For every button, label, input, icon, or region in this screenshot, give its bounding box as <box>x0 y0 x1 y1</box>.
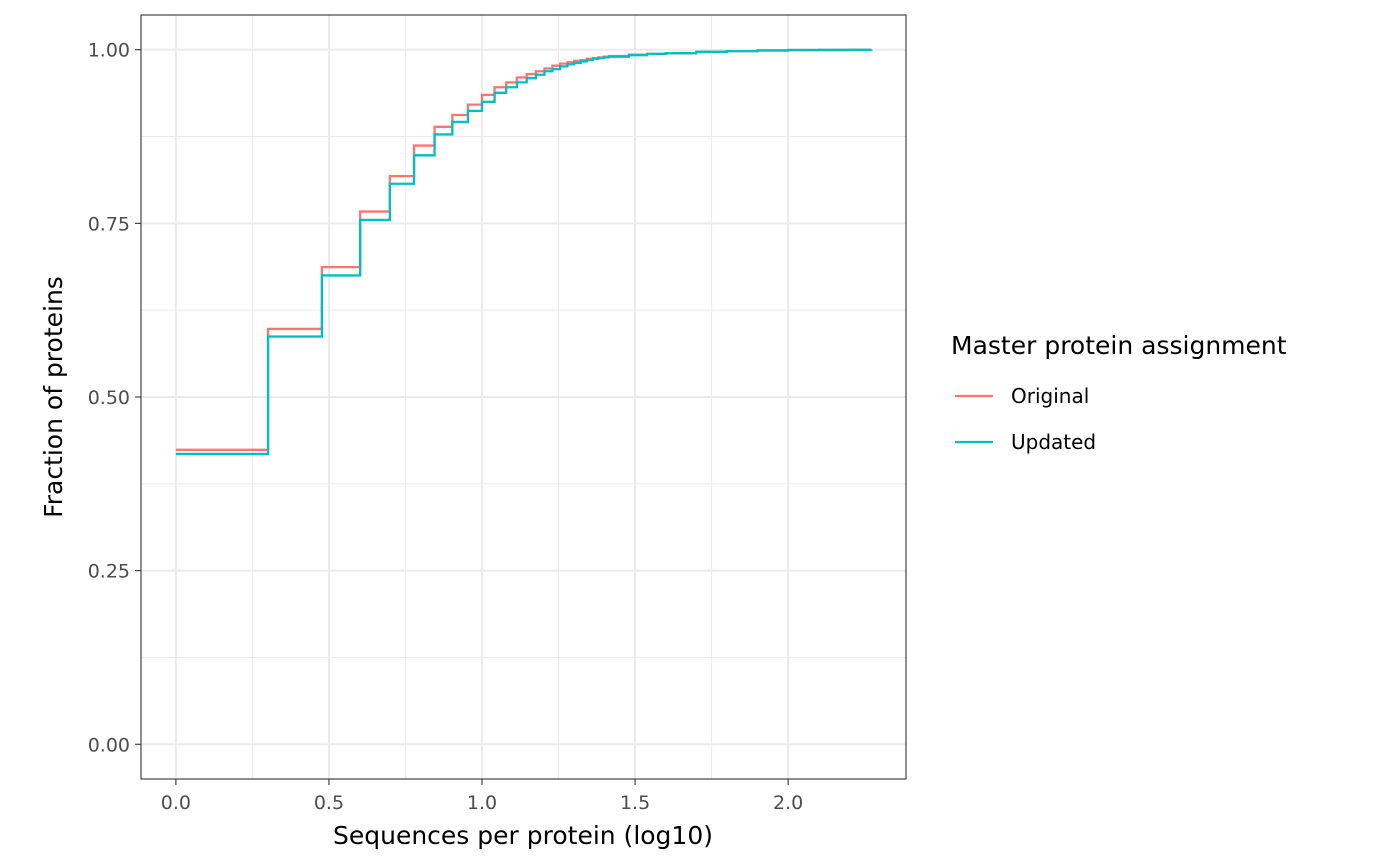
y-tick-label: 0.50 <box>88 387 130 409</box>
legend-label-original: Original <box>1011 384 1089 408</box>
legend: Master protein assignment Original Update… <box>951 331 1287 454</box>
x-tick-label: 0.0 <box>161 792 191 814</box>
y-tick-label: 0.25 <box>88 561 130 583</box>
legend-title: Master protein assignment <box>951 331 1287 360</box>
y-axis-title: Fraction of proteins <box>39 276 68 518</box>
x-tick-label: 0.5 <box>314 792 344 814</box>
y-tick-label: 1.00 <box>88 40 130 62</box>
x-tick-label: 2.0 <box>773 792 803 814</box>
x-axis-title: Sequences per protein (log10) <box>333 821 713 850</box>
x-axis-ticks: 0.0 0.5 1.0 1.5 2.0 <box>161 779 803 814</box>
y-tick-label: 0.75 <box>88 213 130 235</box>
series-line-updated <box>175 48 873 456</box>
x-tick-label: 1.5 <box>620 792 650 814</box>
legend-label-updated: Updated <box>1011 430 1096 454</box>
y-axis-ticks: 0.00 0.25 0.50 0.75 1.00 <box>88 40 141 756</box>
x-tick-label: 1.0 <box>467 792 497 814</box>
series-layer <box>175 48 873 456</box>
major-gridlines <box>141 15 906 779</box>
y-tick-label: 0.00 <box>88 734 130 756</box>
legend-items: Original Updated <box>955 384 1096 454</box>
